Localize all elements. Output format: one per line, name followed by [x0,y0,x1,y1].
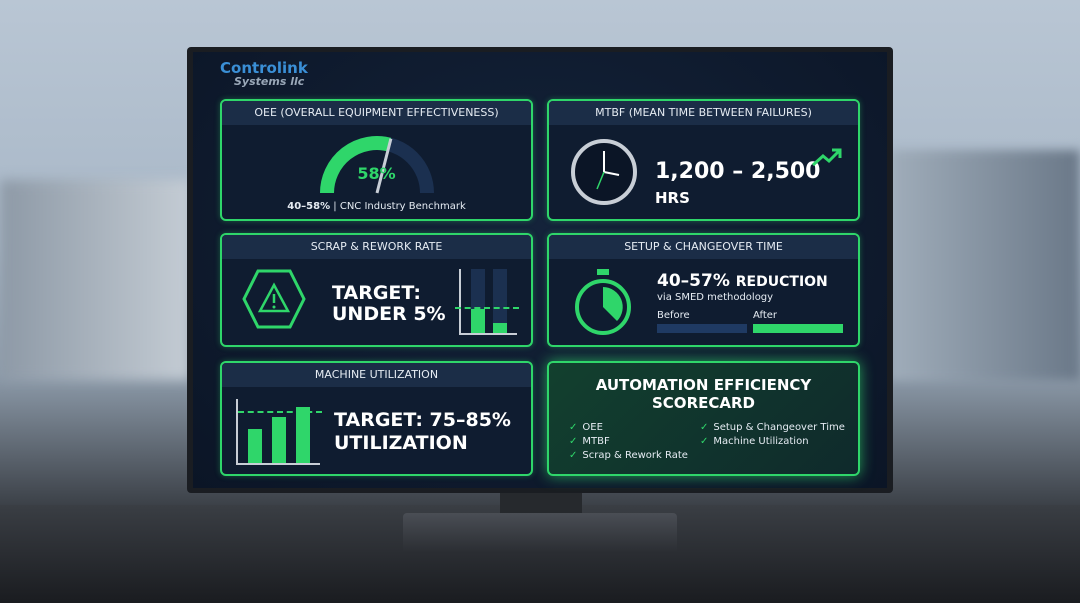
scorecard-title-1: AUTOMATION EFFICIENCY [595,376,812,394]
mtbf-title: MTBF (MEAN TIME BETWEEN FAILURES) [549,101,858,125]
check-icon: ✓ [569,422,578,433]
utilization-panel: MACHINE UTILIZATION TARGET: 75–85% UTILIZ… [220,361,533,476]
mtbf-value: 1,200 – 2,500 HRS [655,159,858,209]
check-item: ✓ Setup & Changeover Time [700,422,845,433]
benchmark-range: 40–58% [287,201,331,212]
background-machine-left [0,180,190,380]
oee-value: 58% [357,164,396,183]
scorecard-title-2: SCORECARD [652,394,755,412]
check-item: ✓ OEE [569,422,603,433]
target-line [455,307,519,309]
scrap-bar-after [493,323,507,333]
gauge-fill [320,136,392,194]
scorecard-panel: AUTOMATION EFFICIENCY SCORECARD ✓ OEE ✓ MTB… [547,361,860,476]
scrap-chart [455,269,519,335]
before-label: Before [657,310,690,321]
mtbf-range: 1,200 – 2,500 [655,159,821,184]
mtbf-unit: HRS [655,189,690,207]
warning-hexagon-icon [242,269,306,329]
util-bar [248,429,262,463]
setup-suffix: REDUCTION [735,274,828,290]
oee-panel: OEE (OVERALL EQUIPMENT EFFECTIVENESS) 58… [220,99,533,221]
check-icon: ✓ [569,436,578,447]
clock-icon [571,139,637,205]
oee-gauge [320,136,434,194]
after-label: After [753,310,778,321]
logo-sub: Systems llc [234,75,305,88]
util-title: MACHINE UTILIZATION [222,363,531,387]
utilization-chart [236,399,322,465]
gauge-needle [375,138,393,194]
benchmark-label: | CNC Industry Benchmark [333,201,466,212]
setup-panel: SETUP & CHANGEOVER TIME 40–57% REDUCTION… [547,233,860,347]
util-bar [272,417,286,463]
scrap-target: TARGET: UNDER 5% [332,283,446,325]
logo: Controlink Systems llc [220,59,308,89]
scrap-title: SCRAP & REWORK RATE [222,235,531,259]
util-line1: TARGET: 75–85% [334,409,511,431]
mtbf-panel: MTBF (MEAN TIME BETWEEN FAILURES) 1,200 … [547,99,860,221]
check-item: ✓ Machine Utilization [700,436,809,447]
util-line2: UTILIZATION [334,432,468,454]
setup-percent: 40–57% [657,271,730,291]
scorecard-list-right: ✓ Setup & Changeover Time ✓ Machine Utiliz… [700,421,845,449]
scrap-line1: TARGET: [332,282,421,304]
scrap-line2: UNDER 5% [332,303,446,325]
setup-title: SETUP & CHANGEOVER TIME [549,235,858,259]
util-bar [296,407,310,463]
check-icon: ✓ [569,450,578,461]
check-item: ✓ Scrap & Rework Rate [569,450,688,461]
oee-benchmark: 40–58% | CNC Industry Benchmark [222,201,531,212]
setup-headline: 40–57% REDUCTION [657,271,828,291]
oee-title: OEE (OVERALL EQUIPMENT EFFECTIVENESS) [222,101,531,125]
util-target: TARGET: 75–85% UTILIZATION [334,409,511,455]
monitor-stand-base [403,513,677,553]
target-line [238,411,322,413]
scorecard-list-left: ✓ OEE ✓ MTBF ✓ Scrap & Rework Rate [569,421,688,463]
after-bar [753,324,843,333]
logo-name: Controlink [220,59,308,77]
setup-method: via SMED methodology [657,292,774,303]
trend-up-icon [811,148,842,167]
check-icon: ✓ [700,436,709,447]
before-bar [657,324,747,333]
scorecard-title: AUTOMATION EFFICIENCY SCORECARD [549,376,858,412]
background-machine-right [890,150,1080,380]
stopwatch-icon [575,269,631,335]
scrap-bar-before [471,309,485,333]
scrap-panel: SCRAP & REWORK RATE TARGET: UNDER 5% [220,233,533,347]
check-icon: ✓ [700,422,709,433]
check-item: ✓ MTBF [569,436,610,447]
scrap-bar-bg [493,269,507,333]
